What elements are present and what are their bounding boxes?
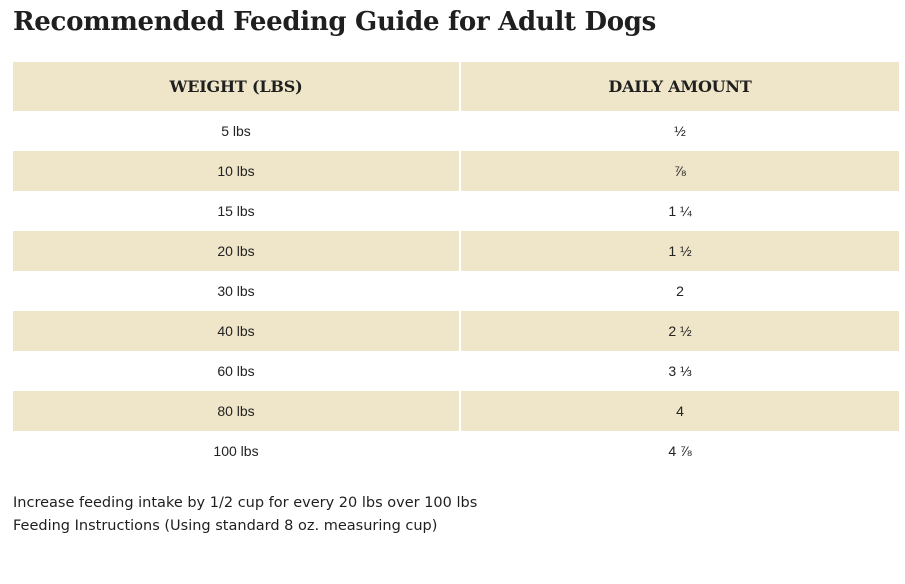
weight-cell: 40 lbs: [13, 311, 460, 351]
weight-cell: 15 lbs: [217, 203, 255, 219]
table-row: 80 lbs 4: [13, 391, 899, 431]
table-row: 100 lbs 4 ⅞: [13, 431, 899, 471]
weight-column-header: WEIGHT (LBS): [13, 62, 460, 111]
weight-cell: 20 lbs: [13, 231, 460, 271]
table-row: 30 lbs 2: [13, 271, 899, 311]
table-row: 10 lbs ⅞: [13, 151, 899, 191]
weight-cell: 60 lbs: [217, 363, 255, 379]
table-row: 40 lbs 2 ½: [13, 311, 899, 351]
table-row: 20 lbs 1 ½: [13, 231, 899, 271]
increase-intake-note: Increase feeding intake by 1/2 cup for e…: [13, 495, 478, 511]
amount-cell: 3 ⅓: [459, 351, 899, 391]
weight-cell: 30 lbs: [217, 283, 255, 299]
table-row: 60 lbs 3 ⅓: [13, 351, 899, 391]
daily-amount-column-header: DAILY AMOUNT: [459, 62, 899, 111]
page-title: Recommended Feeding Guide for Adult Dogs: [13, 7, 656, 37]
amount-cell: 2 ½: [459, 311, 899, 351]
table-row: 15 lbs 1 ¼: [13, 191, 899, 231]
weight-cell: 10 lbs: [13, 151, 460, 191]
amount-cell: 2: [459, 271, 899, 311]
amount-cell: ½: [459, 111, 899, 151]
amount-cell: 1 ½: [459, 231, 899, 271]
feeding-instructions-note: Feeding Instructions (Using standard 8 o…: [13, 518, 438, 534]
table-header-row: WEIGHT (LBS) DAILY AMOUNT: [13, 62, 899, 111]
table-row: 5 lbs ½: [13, 111, 899, 151]
weight-cell: 80 lbs: [13, 391, 460, 431]
amount-cell: 4: [459, 391, 899, 431]
feeding-guide-table: WEIGHT (LBS) DAILY AMOUNT 5 lbs ½ 10 lbs…: [13, 62, 899, 471]
amount-cell: 1 ¼: [459, 191, 899, 231]
weight-cell: 5 lbs: [221, 123, 251, 139]
feeding-notes: Increase feeding intake by 1/2 cup for e…: [13, 492, 477, 538]
amount-cell: 4 ⅞: [459, 431, 899, 471]
amount-cell: ⅞: [459, 151, 899, 191]
weight-cell: 100 lbs: [213, 443, 259, 459]
